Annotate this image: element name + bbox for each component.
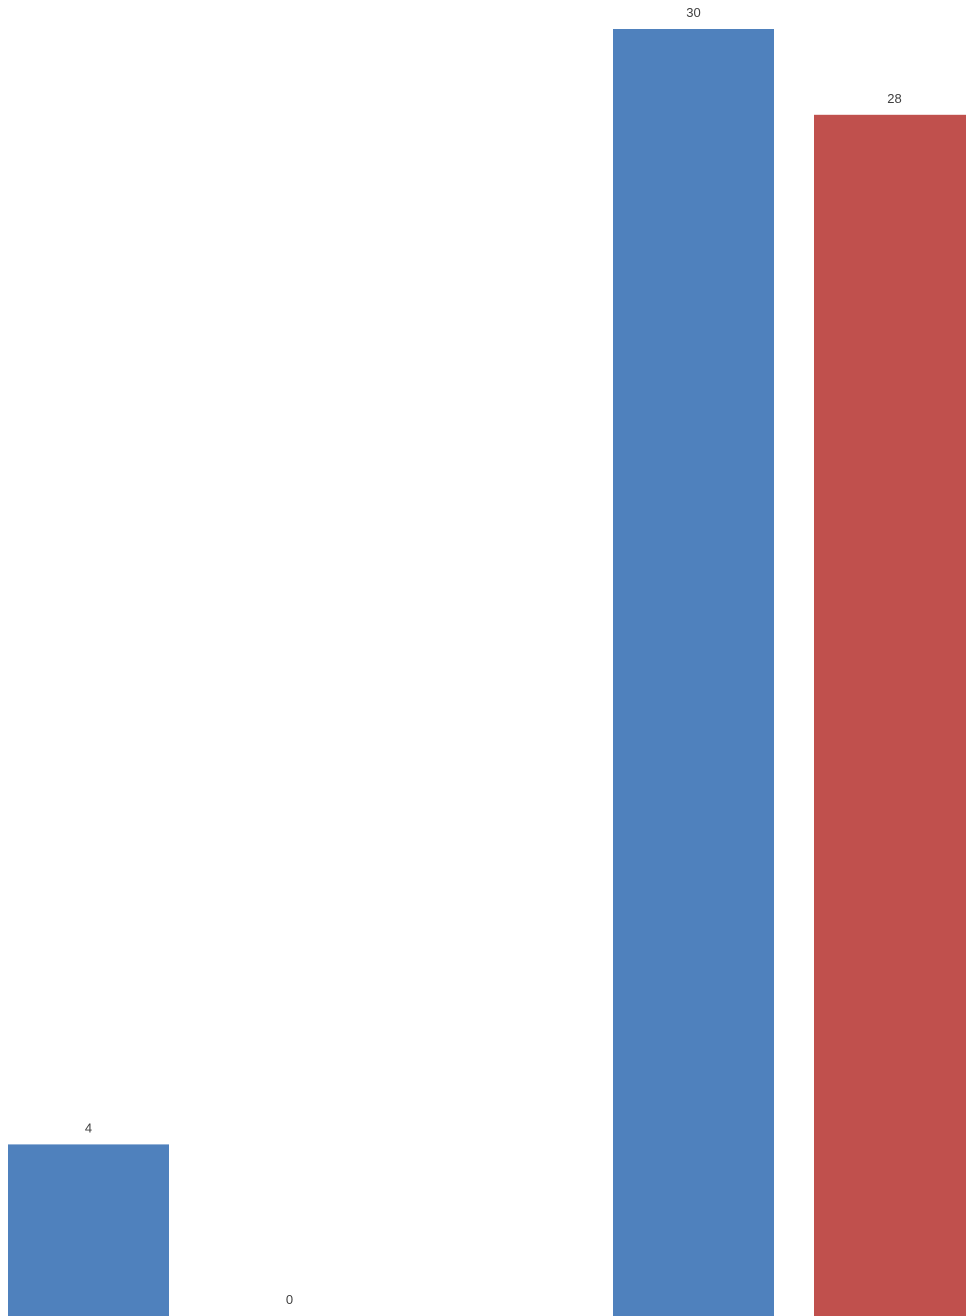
bars-layer: [8, 29, 966, 1316]
bar-series2-cat2: [814, 114, 966, 1316]
data-label-series1-cat1: 4: [85, 1120, 92, 1135]
bar-series1-cat1: [8, 1144, 169, 1316]
bar-series1-cat2: [613, 29, 774, 1316]
data-label-series2-cat1: 0: [286, 1292, 293, 1307]
data-label-series1-cat2: 30: [686, 5, 700, 20]
data-labels-layer: 4 0 30 28: [85, 5, 902, 1307]
data-label-series2-cat2: 28: [887, 91, 901, 106]
